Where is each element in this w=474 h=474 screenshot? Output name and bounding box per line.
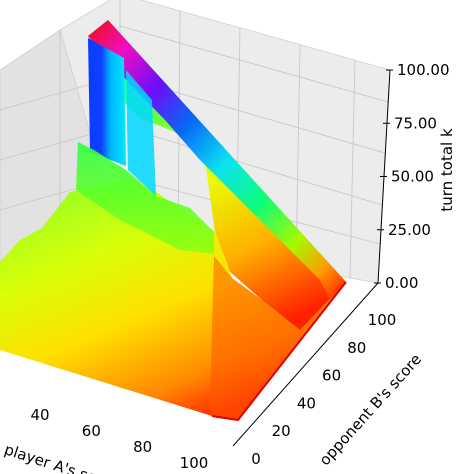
ticks: 0.0025.0050.0075.00100.00020406080100406… — [30, 61, 449, 472]
x-tick-label: 80 — [133, 438, 152, 456]
x-tick-label: 60 — [82, 422, 101, 440]
y-tick-label: 80 — [347, 339, 366, 357]
z-axis-label: turn total k — [438, 128, 456, 212]
y-tick-label: 40 — [297, 394, 316, 412]
y-tick-label: 0 — [251, 450, 261, 468]
surface-front-face — [210, 256, 346, 420]
x-axis-label: player A's score — [2, 440, 121, 474]
z-tick-label: 0.00 — [385, 274, 418, 292]
z-tick-label: 75.00 — [394, 114, 437, 132]
z-tick-label: 25.00 — [388, 221, 431, 239]
surface-cyan-band — [126, 70, 156, 196]
x-tick-label: 100 — [180, 454, 209, 472]
surface-green-wall — [76, 142, 214, 254]
surface — [0, 20, 347, 422]
y-tick-label: 20 — [272, 422, 291, 440]
surface-front-edge — [211, 281, 347, 422]
surface-blue-wall — [88, 38, 126, 166]
x-tick-label: 40 — [30, 406, 49, 424]
y-tick-label: 100 — [368, 311, 397, 329]
y-tick-label: 60 — [322, 367, 341, 385]
z-tick-label: 100.00 — [397, 61, 450, 79]
surface-ridge — [88, 20, 346, 300]
z-tick-label: 50.00 — [391, 168, 434, 186]
